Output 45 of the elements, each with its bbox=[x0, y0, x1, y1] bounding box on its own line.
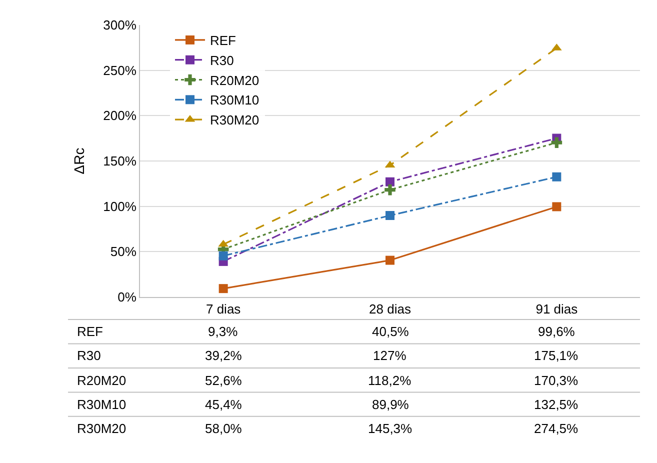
point bbox=[551, 137, 562, 148]
data-label: 132,5% bbox=[534, 397, 579, 412]
point bbox=[552, 202, 562, 212]
data-label: 52,6% bbox=[205, 373, 242, 388]
text: R30M10 bbox=[77, 397, 126, 412]
data-label: 40,5% bbox=[372, 324, 410, 339]
data-label: 274,5% bbox=[534, 421, 579, 436]
legend-label: REF bbox=[210, 33, 236, 48]
point bbox=[218, 251, 228, 260]
data-label: 45,4% bbox=[205, 397, 242, 412]
y-tick-label: 200% bbox=[103, 108, 137, 124]
point bbox=[386, 177, 394, 186]
y-tick-label: 0% bbox=[118, 290, 137, 305]
point bbox=[552, 172, 562, 182]
y-tick-label: 250% bbox=[103, 62, 137, 78]
legend-label: R30 bbox=[210, 52, 234, 68]
data-label: 170,3% bbox=[534, 373, 579, 388]
data-label: 118,2% bbox=[368, 373, 412, 388]
data-label: 9,3% bbox=[208, 324, 238, 339]
data-label: 39,2% bbox=[205, 348, 242, 363]
point bbox=[386, 256, 394, 265]
data-label: 127% bbox=[373, 348, 407, 363]
y-tick-label: 300% bbox=[103, 18, 137, 33]
x-tick-label: 91 dias bbox=[536, 302, 578, 317]
x-tick-label: 7 dias bbox=[206, 302, 242, 317]
legend-label: R30M20 bbox=[210, 112, 260, 128]
data-label: 145,3% bbox=[368, 421, 413, 436]
y-tick-label: 100% bbox=[103, 198, 137, 214]
data-label: 175,1% bbox=[534, 348, 579, 363]
data-label: 99,6% bbox=[538, 324, 576, 339]
point bbox=[218, 284, 228, 294]
data-label: 89,9% bbox=[372, 397, 410, 412]
y-tick-label: 150% bbox=[103, 154, 137, 169]
y-tick-label: 50% bbox=[110, 244, 137, 260]
text: R30M20 bbox=[77, 421, 126, 436]
text: R30 bbox=[77, 348, 101, 363]
text: R20M20 bbox=[77, 373, 126, 388]
y-axis-title: ΔRc bbox=[70, 148, 87, 174]
legend-label: R20M20 bbox=[210, 72, 260, 88]
point bbox=[386, 210, 394, 220]
data-label: 58,0% bbox=[205, 421, 242, 436]
x-tick-label: 28 dias bbox=[369, 302, 412, 317]
point bbox=[384, 184, 396, 196]
legend-label: R30M10 bbox=[210, 92, 260, 108]
text: REF bbox=[77, 324, 103, 339]
